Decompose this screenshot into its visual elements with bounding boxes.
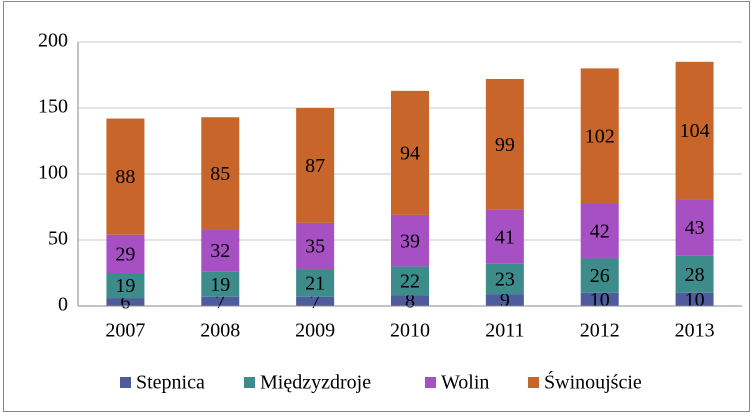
bar-segment — [296, 296, 335, 306]
data-label: 42 — [590, 220, 610, 242]
legend-label: Międzyzdroje — [260, 372, 371, 394]
legend-label: Wolin — [441, 372, 489, 394]
x-tick-label: 2007 — [105, 320, 145, 342]
bar-segment — [201, 117, 240, 230]
x-tick-label: 2012 — [580, 320, 620, 342]
bar-segment — [201, 296, 240, 306]
bar-segment — [106, 298, 145, 306]
data-label: 39 — [400, 230, 420, 252]
data-label: 32 — [210, 240, 230, 262]
data-label: 87 — [305, 155, 325, 177]
legend-swatch — [120, 377, 131, 388]
data-label: 7 — [310, 291, 320, 313]
x-tick-label: 2011 — [485, 320, 524, 342]
legend-swatch — [244, 377, 255, 388]
data-label: 43 — [685, 217, 705, 239]
data-label: 6 — [120, 292, 130, 314]
bar-segment — [391, 295, 429, 306]
bar-segment — [485, 209, 524, 264]
bar-segment — [201, 271, 240, 297]
x-tick-label: 2009 — [295, 320, 335, 342]
bar-segment — [675, 61, 714, 200]
data-label: 22 — [400, 271, 420, 293]
y-tick-label: 50 — [48, 228, 68, 250]
legend-swatch — [425, 377, 436, 388]
data-label: 99 — [495, 134, 515, 156]
data-label: 21 — [305, 272, 325, 294]
data-label: 19 — [115, 275, 135, 297]
bar-segment — [391, 214, 429, 267]
bar-segment — [580, 68, 619, 204]
data-label: 10 — [685, 289, 705, 311]
data-label: 8 — [405, 290, 415, 312]
y-tick-label: 200 — [38, 30, 68, 52]
bar-segment — [296, 269, 335, 297]
x-tick-label: 2010 — [390, 320, 430, 342]
data-label: 10 — [590, 289, 610, 311]
x-tick-label: 2013 — [675, 320, 715, 342]
bar-segment — [675, 292, 714, 306]
bar-segment — [296, 222, 335, 270]
data-label: 35 — [305, 236, 325, 258]
y-tick-label: 0 — [58, 294, 68, 316]
bar-segment — [106, 273, 145, 299]
data-label: 104 — [680, 120, 710, 142]
data-label: 85 — [210, 163, 230, 185]
bar-segment — [296, 108, 335, 223]
data-label: 26 — [590, 265, 610, 287]
bar-segment — [675, 255, 714, 293]
legend-label: Świnoujście — [544, 370, 642, 394]
y-tick-label: 150 — [38, 96, 68, 118]
bar-segment — [580, 258, 619, 293]
bar-segment — [580, 292, 619, 306]
data-label: 88 — [115, 166, 135, 188]
data-label: 41 — [495, 226, 515, 248]
data-label: 19 — [210, 274, 230, 296]
bar-segment — [106, 118, 145, 235]
bar-segment — [485, 294, 524, 306]
y-tick-label: 100 — [38, 162, 68, 184]
bar-segment — [201, 229, 240, 272]
bar-segment — [580, 203, 619, 259]
chart-border — [3, 1, 750, 412]
data-label: 94 — [400, 142, 420, 164]
data-label: 23 — [495, 269, 515, 291]
data-label: 102 — [585, 125, 615, 147]
bar-segment — [106, 234, 145, 273]
data-label: 28 — [685, 264, 705, 286]
bar-segment — [391, 266, 429, 296]
bar-segment — [391, 90, 429, 215]
bar-segment — [675, 199, 714, 256]
bar-segment — [485, 263, 524, 295]
data-label: 7 — [215, 291, 225, 313]
legend-swatch — [528, 377, 539, 388]
bar-segment — [485, 78, 524, 210]
legend-label: Stepnica — [136, 372, 205, 394]
data-label: 9 — [500, 290, 510, 312]
x-tick-label: 2008 — [200, 320, 240, 342]
data-label: 29 — [115, 243, 135, 265]
